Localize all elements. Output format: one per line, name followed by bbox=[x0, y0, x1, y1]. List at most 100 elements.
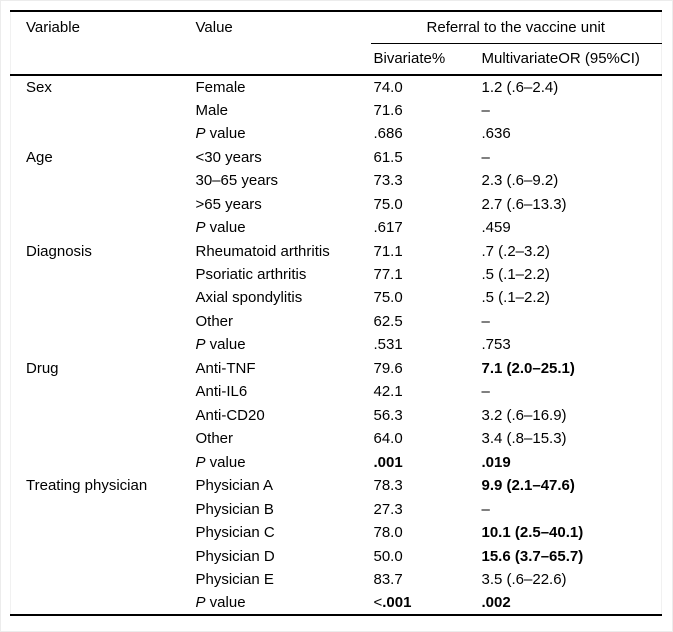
cell-text: 27.3 bbox=[373, 500, 403, 518]
table-row: Sex Female 74.0 1.2 (.6–2.4) bbox=[11, 75, 662, 98]
variable-cell bbox=[11, 98, 181, 121]
table-row: Axial spondylitis 75.0 .5 (.1–2.2) bbox=[11, 286, 662, 309]
cell-text: 2.7 (.6–13.3) bbox=[481, 195, 567, 213]
cell-text: value bbox=[205, 453, 246, 471]
value-cell: Rheumatoid arthritis bbox=[181, 239, 371, 262]
cell-text: Diagnosis bbox=[26, 242, 92, 260]
variable-cell bbox=[11, 591, 181, 614]
table-row: Drug Anti-TNF 79.6 7.1 (2.0–25.1) bbox=[11, 357, 662, 380]
cell-text: P bbox=[195, 125, 206, 143]
cell-text: 64.0 bbox=[373, 430, 403, 448]
value-cell: Male bbox=[181, 98, 371, 121]
cell-text: Anti-IL6 bbox=[195, 383, 248, 401]
bivariate-cell: 75.0 bbox=[371, 192, 481, 215]
multivariate-cell: – bbox=[481, 145, 662, 168]
variable-cell: Treating physician bbox=[11, 474, 181, 497]
value-cell: <30 years bbox=[181, 145, 371, 168]
bivariate-cell: 78.3 bbox=[371, 474, 481, 497]
cell-text: Treating physician bbox=[26, 477, 148, 495]
cell-text: – bbox=[481, 383, 490, 401]
bivariate-cell: 64.0 bbox=[371, 427, 481, 450]
cell-text: 77.1 bbox=[373, 265, 403, 283]
variable-cell bbox=[11, 521, 181, 544]
cell-text: Sex bbox=[26, 78, 52, 96]
table-row: Diagnosis Rheumatoid arthritis 71.1 .7 (.2–… bbox=[11, 239, 662, 262]
cell-text: .531 bbox=[373, 336, 403, 354]
bivariate-cell: 83.7 bbox=[371, 568, 481, 591]
variable-cell bbox=[11, 192, 181, 215]
cell-text: Physician A bbox=[195, 477, 274, 495]
variable-cell bbox=[11, 380, 181, 403]
bivariate-cell: 71.6 bbox=[371, 98, 481, 121]
cell-text: – bbox=[481, 101, 490, 119]
header-row-sub: Bivariate% MultivariateOR (95%CI) bbox=[11, 43, 662, 75]
cell-text: 83.7 bbox=[373, 571, 403, 589]
cell-text: .5 (.1–2.2) bbox=[481, 289, 550, 307]
cell-text: 73.3 bbox=[373, 172, 403, 190]
multivariate-cell: 9.9 (2.1–47.6) bbox=[481, 474, 662, 497]
table-row: P value .531.753 bbox=[11, 333, 662, 356]
bivariate-cell: <.001 bbox=[371, 591, 481, 614]
cell-text: value bbox=[205, 219, 246, 237]
bivariate-cell: 56.3 bbox=[371, 404, 481, 427]
cell-text: Drug bbox=[26, 359, 59, 377]
multivariate-cell: .002 bbox=[481, 591, 662, 614]
col-header-value: Value bbox=[195, 19, 233, 36]
cell-text: .686 bbox=[373, 125, 403, 143]
bivariate-cell: 50.0 bbox=[371, 544, 481, 567]
variable-cell bbox=[11, 263, 181, 286]
cell-text: .636 bbox=[481, 125, 511, 143]
cell-text: value bbox=[205, 125, 246, 143]
multivariate-cell: 10.1 (2.5–40.1) bbox=[481, 521, 662, 544]
bivariate-cell: 79.6 bbox=[371, 357, 481, 380]
cell-text: P bbox=[195, 453, 206, 471]
cell-text: Axial spondylitis bbox=[195, 289, 303, 307]
cell-text: 50.0 bbox=[373, 547, 403, 565]
cell-text: – bbox=[481, 312, 490, 330]
bivariate-cell: 71.1 bbox=[371, 239, 481, 262]
value-cell: Female bbox=[181, 75, 371, 98]
value-cell: >65 years bbox=[181, 192, 371, 215]
cell-text: .7 (.2–3.2) bbox=[481, 242, 550, 260]
cell-text: Physician B bbox=[195, 500, 274, 518]
col-header-multivariate: MultivariateOR (95%CI) bbox=[481, 50, 640, 68]
variable-cell bbox=[11, 310, 181, 333]
table-row: Treating physician Physician A 78.3 9.9 (2.… bbox=[11, 474, 662, 497]
col-header-referral-span: Referral to the vaccine unit bbox=[370, 11, 662, 44]
variable-cell: Age bbox=[11, 145, 181, 168]
value-cell: Physician A bbox=[181, 474, 371, 497]
cell-text: .753 bbox=[481, 336, 511, 354]
cell-text: P bbox=[195, 594, 206, 612]
cell-text: <30 years bbox=[195, 148, 262, 166]
bivariate-cell: .531 bbox=[371, 333, 481, 356]
cell-text: 61.5 bbox=[373, 148, 403, 166]
bivariate-cell: 77.1 bbox=[371, 263, 481, 286]
cell-text: 71.1 bbox=[373, 242, 403, 260]
cell-text: Anti-CD20 bbox=[195, 406, 265, 424]
cell-text: < bbox=[373, 594, 383, 612]
cell-text: 75.0 bbox=[373, 289, 403, 307]
multivariate-cell: .5 (.1–2.2) bbox=[481, 263, 662, 286]
multivariate-cell: .636 bbox=[481, 122, 662, 145]
variable-cell: Diagnosis bbox=[11, 239, 181, 262]
col-header-bivariate: Bivariate% bbox=[373, 50, 446, 68]
value-cell: Other bbox=[181, 427, 371, 450]
table-row: Other 62.5 – bbox=[11, 310, 662, 333]
multivariate-cell: .753 bbox=[481, 333, 662, 356]
table-row: Male 71.6 – bbox=[11, 98, 662, 121]
cell-text: Rheumatoid arthritis bbox=[195, 242, 330, 260]
cell-text: 74.0 bbox=[373, 78, 403, 96]
cell-text: 1.2 (.6–2.4) bbox=[481, 78, 559, 96]
bivariate-cell: 74.0 bbox=[371, 75, 481, 98]
bivariate-cell: 42.1 bbox=[371, 380, 481, 403]
multivariate-cell: 1.2 (.6–2.4) bbox=[481, 75, 662, 98]
cell-text: – bbox=[481, 500, 490, 518]
value-cell: Other bbox=[181, 310, 371, 333]
table-row: Physician E 83.7 3.5 (.6–22.6) bbox=[11, 568, 662, 591]
cell-text: Psoriatic arthritis bbox=[195, 265, 307, 283]
value-cell: P value bbox=[181, 216, 371, 239]
multivariate-cell: .459 bbox=[481, 216, 662, 239]
cell-text: Other bbox=[195, 312, 234, 330]
cell-text: Physician C bbox=[195, 524, 275, 542]
cell-text: 78.0 bbox=[373, 524, 403, 542]
